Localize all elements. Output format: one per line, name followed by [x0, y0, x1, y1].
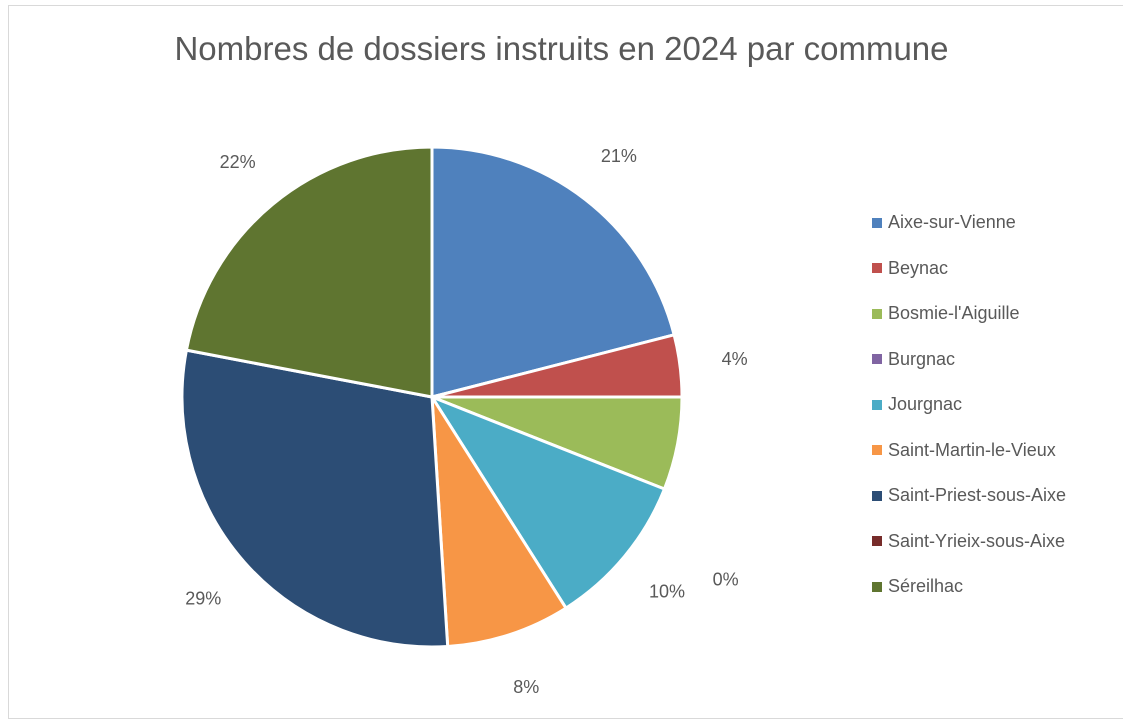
legend-swatch [872, 308, 882, 319]
legend-label: Saint-Priest-sous-Aixe [888, 485, 1067, 506]
legend-swatch [872, 399, 882, 410]
pie-slice-saint-martin-le-vieux [430, 396, 569, 649]
pie-slice-jourgnac [428, 393, 667, 611]
data-label-sereilhac: 22% [220, 152, 256, 172]
legend-label: Saint-Martin-le-Vieux [888, 439, 1056, 460]
legend-swatch [872, 490, 882, 501]
data-label-saint-priest-sous-aixe: 29% [185, 589, 221, 609]
data-label-aixe-sur-vienne: 21% [601, 146, 637, 166]
legend-label: Saint-Yrieix-sous-Aixe [888, 530, 1066, 551]
data-label-burgnac: 0% [713, 569, 739, 589]
data-label-jourgnac: 10% [649, 581, 685, 601]
pie-slice-saint-priest-sous-aixe [180, 348, 450, 649]
legend: Aixe-sur-Vienne Beynac Bosmie-l'Aiguille Bu… [872, 200, 1066, 610]
legend-item-bosmie-l-aiguille: Bosmie-l'Aiguille [872, 291, 1066, 337]
legend-item-jourgnac: Jourgnac [872, 382, 1066, 428]
legend-label: Bosmie-l'Aiguille [888, 303, 1020, 324]
legend-swatch [872, 445, 882, 456]
legend-label: Aixe-sur-Vienne [888, 212, 1016, 233]
legend-swatch [872, 354, 882, 365]
legend-item-burgnac: Burgnac [872, 337, 1066, 383]
legend-item-saint-yrieix-sous-aixe: Saint-Yrieix-sous-Aixe [872, 519, 1066, 565]
pie-slice-aixe-sur-vienne [430, 145, 676, 399]
legend-item-saint-priest-sous-aixe: Saint-Priest-sous-Aixe [872, 473, 1066, 519]
legend-swatch [872, 263, 882, 274]
legend-label: Burgnac [888, 348, 956, 369]
legend-label: Beynac [888, 257, 949, 278]
legend-label: Jourgnac [888, 394, 963, 415]
data-label-beynac: 4% [722, 349, 748, 369]
legend-item-saint-martin-le-vieux: Saint-Martin-le-Vieux [872, 428, 1066, 474]
data-label-saint-martin-le-vieux: 8% [513, 677, 539, 697]
legend-label: Séreilhac [888, 576, 964, 597]
legend-item-sereilhac: Séreilhac [872, 564, 1066, 610]
legend-swatch [872, 217, 882, 228]
legend-item-beynac: Beynac [872, 246, 1066, 292]
chart-title: Nombres de dossiers instruits en 2024 pa… [174, 30, 949, 67]
legend-swatch [872, 536, 882, 547]
legend-item-aixe-sur-vienne: Aixe-sur-Vienne [872, 200, 1066, 246]
pie-slice-sereilhac [184, 145, 434, 399]
legend-swatch [872, 581, 882, 592]
